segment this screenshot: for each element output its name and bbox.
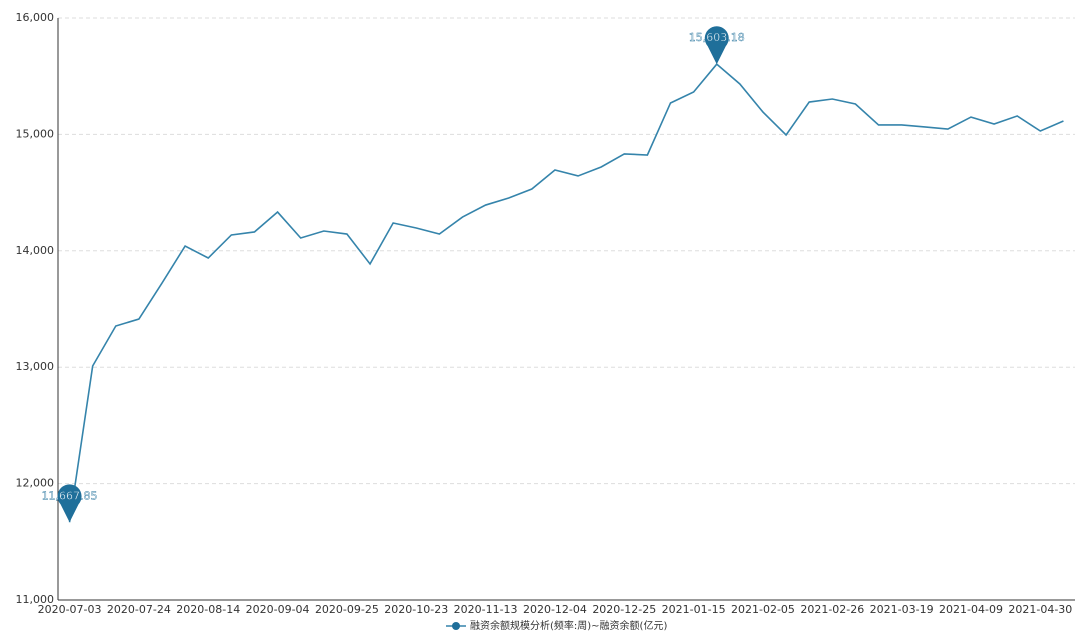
line [68, 63, 1064, 523]
legend-marker [452, 622, 460, 630]
x-tick-label: 2020-07-24 [107, 603, 171, 616]
x-tick-label: 2021-02-26 [800, 603, 864, 616]
x-tick-label: 2021-04-30 [1008, 603, 1072, 616]
x-tick-label: 2020-08-14 [176, 603, 240, 616]
data-label: 11,667.85 [42, 489, 98, 502]
x-tick-label: 2020-12-25 [592, 603, 656, 616]
y-tick-label: 12,000 [16, 477, 55, 490]
y-tick-label: 15,000 [16, 127, 55, 140]
x-tick-label: 2020-09-04 [246, 603, 310, 616]
y-tick-label: 14,000 [16, 244, 55, 257]
x-tick-label: 2021-03-19 [870, 603, 934, 616]
x-tick-label: 2021-02-05 [731, 603, 795, 616]
x-tick-label: 2020-07-03 [38, 603, 102, 616]
x-tick-label: 2021-01-15 [662, 603, 726, 616]
legend-label: 融资余额规模分析(频率:周)~融资余额(亿元) [470, 619, 667, 632]
x-tick-label: 2020-09-25 [315, 603, 379, 616]
y-tick-label: 11,000 [16, 593, 55, 606]
pin-marker [57, 484, 82, 523]
x-tick-label: 2020-12-04 [523, 603, 587, 616]
y-tick-label: 16,000 [16, 11, 55, 24]
x-tick-label: 2020-11-13 [454, 603, 518, 616]
x-tick-label: 2021-04-09 [939, 603, 1003, 616]
data-label: 15,603.18 [689, 31, 745, 44]
y-tick-label: 13,000 [16, 360, 55, 373]
pin-marker [704, 26, 729, 65]
x-tick-label: 2020-10-23 [384, 603, 448, 616]
